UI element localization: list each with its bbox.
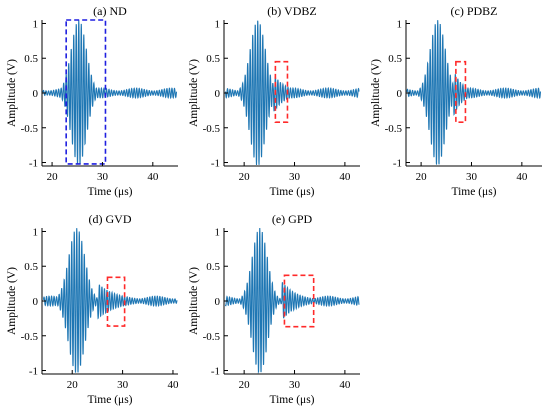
panel-c-pdbz: 20 30 40 -1 -0.5 0 0.5 1 (c) PDBZ Time (μs) Amplit… [370, 4, 542, 198]
panel-title: (c) PDBZ [451, 4, 498, 18]
highlight-box-a-nd [65, 19, 107, 165]
y-tick-label: 1 [215, 226, 221, 238]
x-tick-label: 20 [47, 171, 59, 183]
x-axis-title: Time (μs) [451, 186, 496, 198]
panel-title: (e) GPD [272, 212, 313, 226]
x-tick-label: 40 [147, 171, 159, 183]
y-axis-title: Amplitude (V) [370, 59, 382, 127]
panel-b-vdbz: 20 30 40 -1 -0.5 0 0.5 1 (b) VDBZ Time (μs) Amplit… [188, 4, 360, 198]
signal-line-c-pdbz [406, 20, 542, 165]
x-axis-title: Time (μs) [87, 186, 132, 198]
x-tick-label: 30 [117, 379, 129, 391]
x-tick-label: 40 [516, 171, 528, 183]
y-tick-label: 0 [33, 296, 39, 308]
x-tick-label: 40 [167, 379, 179, 391]
x-tick-label: 20 [67, 379, 79, 391]
y-tick-label: -1 [29, 158, 38, 170]
panel-e-gpd: 20 30 40 -1 -0.5 0 0.5 1 (e) GPD Time (μs) Amplitu… [188, 212, 360, 406]
y-tick-label: 1 [33, 18, 39, 30]
y-axis-title: Amplitude (V) [188, 267, 200, 335]
x-tick-label: 20 [416, 171, 428, 183]
y-tick-label: 0 [33, 88, 39, 100]
x-axis-title: Time (μs) [269, 186, 314, 198]
y-tick-label: 1 [215, 18, 221, 30]
y-tick-label: -1 [211, 158, 220, 170]
y-tick-label: -1 [29, 366, 38, 378]
x-tick-label: 30 [97, 171, 109, 183]
signal-line-b-vdbz [224, 20, 360, 165]
signal-line-d-gvd [42, 228, 178, 373]
panel-title: (a) ND [93, 4, 127, 18]
y-tick-label: -0.5 [203, 123, 221, 135]
y-tick-label: -1 [393, 158, 402, 170]
highlight-box-c-pdbz [455, 60, 467, 124]
y-tick-label: -0.5 [21, 123, 39, 135]
y-axis-title: Amplitude (V) [188, 59, 200, 127]
x-tick-label: 30 [289, 379, 301, 391]
panel-title: (d) GVD [89, 212, 132, 226]
x-axis-title: Time (μs) [269, 394, 314, 406]
y-tick-label: -0.5 [203, 331, 221, 343]
panel-title: (b) VDBZ [267, 4, 316, 18]
x-tick-label: 40 [339, 171, 351, 183]
y-tick-label: 0.5 [206, 261, 220, 273]
panel-d-gvd: 20 30 40 -1 -0.5 0 0.5 1 (d) GVD Time (μs) Amplitu… [6, 212, 179, 406]
y-tick-label: 0 [215, 296, 221, 308]
y-tick-label: 0 [397, 88, 403, 100]
x-tick-label: 20 [239, 171, 251, 183]
x-axis-title: Time (μs) [87, 394, 132, 406]
x-tick-label: 30 [289, 171, 301, 183]
signal-line-a-nd [42, 20, 178, 165]
y-tick-label: 0.5 [24, 53, 38, 65]
y-tick-label: 1 [33, 226, 39, 238]
y-axis-title: Amplitude (V) [6, 267, 18, 335]
highlight-box-d-gvd [106, 276, 126, 327]
y-tick-label: 0 [215, 88, 221, 100]
signal-line-e-gpd [224, 228, 360, 374]
y-tick-label: 0.5 [206, 53, 220, 65]
y-tick-label: 0.5 [388, 53, 402, 65]
y-tick-label: -0.5 [21, 331, 39, 343]
y-tick-label: -0.5 [385, 123, 403, 135]
y-tick-label: 0.5 [24, 261, 38, 273]
y-axis-title: Amplitude (V) [6, 59, 18, 127]
y-tick-label: -1 [211, 366, 220, 378]
panel-a-nd: 20 30 40 -1 -0.5 0 0.5 1 (a) ND Time (μs) Amplitud… [6, 4, 178, 198]
x-tick-label: 20 [239, 379, 251, 391]
x-tick-label: 40 [339, 379, 351, 391]
highlight-box-b-vdbz [274, 60, 289, 124]
x-tick-label: 30 [466, 171, 478, 183]
y-tick-label: 1 [397, 18, 403, 30]
